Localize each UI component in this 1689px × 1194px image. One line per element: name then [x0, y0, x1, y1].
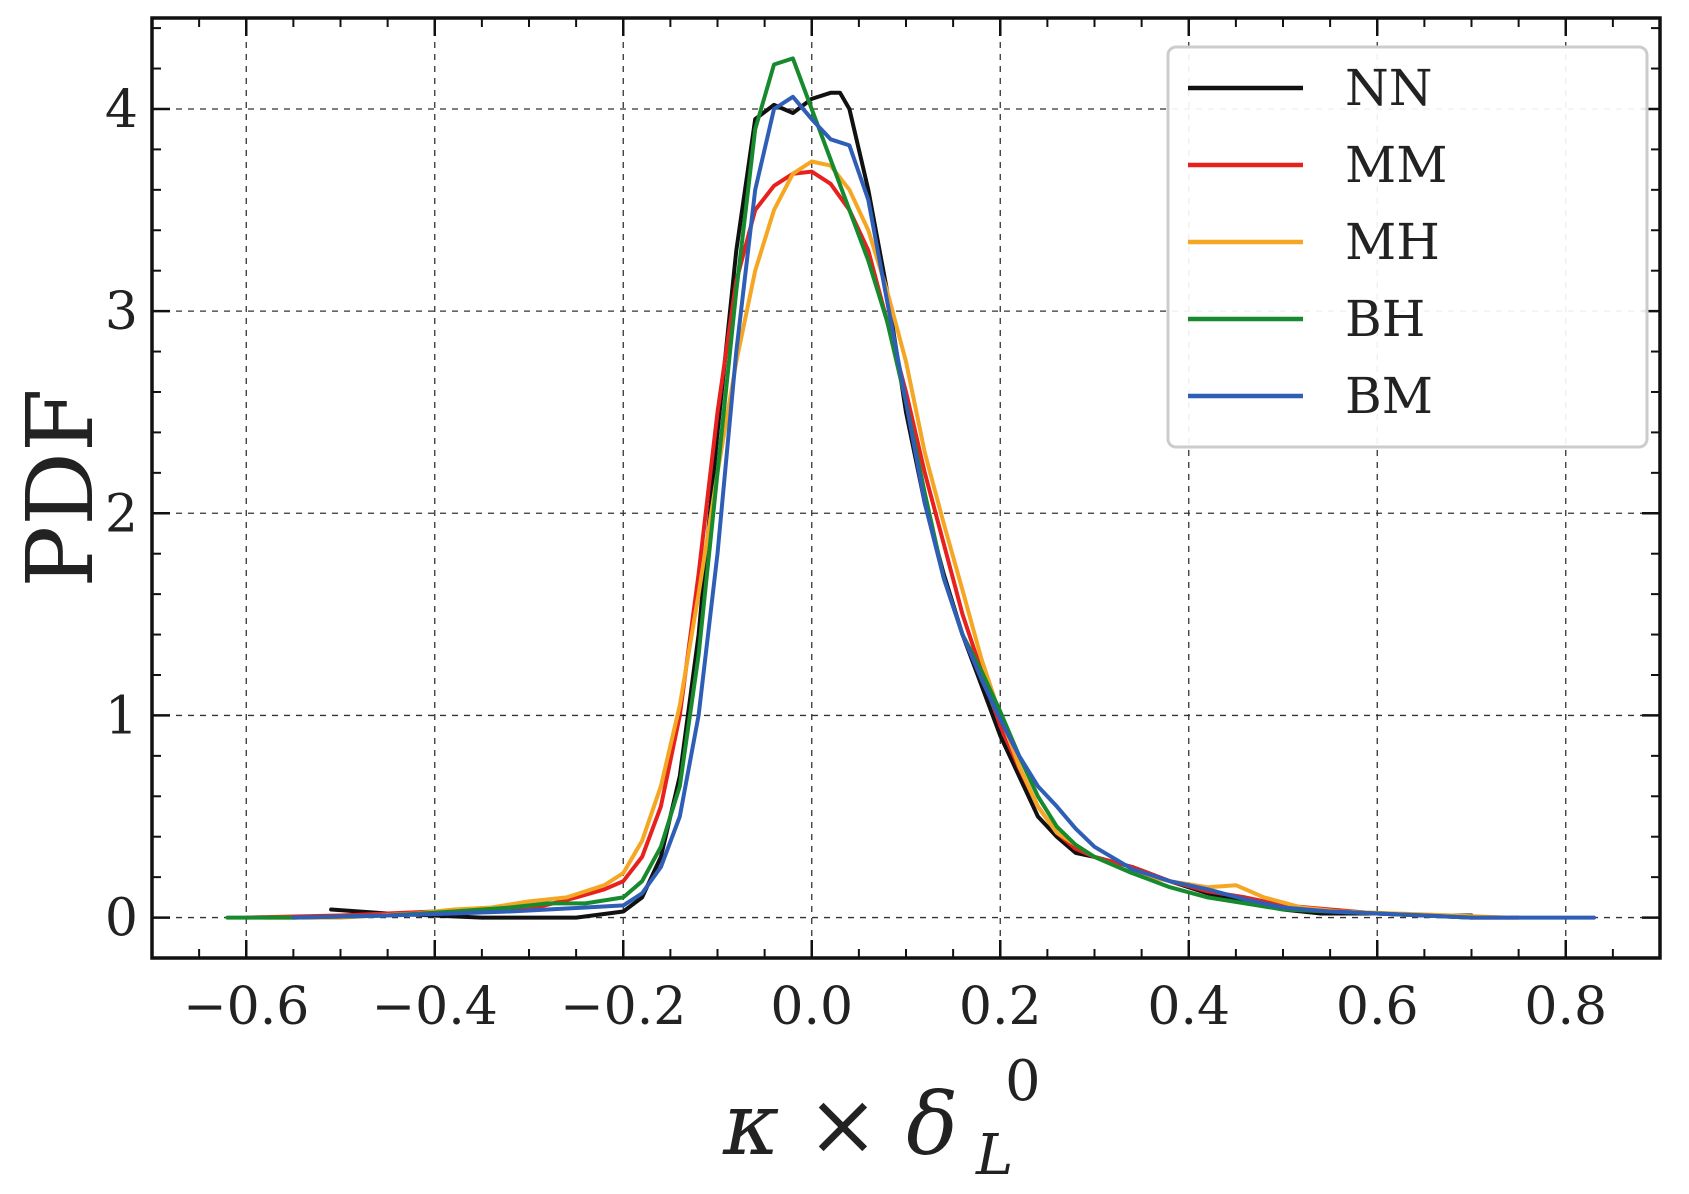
y-tick-label: 3 — [105, 282, 138, 342]
y-tick-label: 4 — [105, 80, 138, 140]
legend: NN MM MH BH BM — [1166, 45, 1649, 449]
x-axis-label-sup: 0 — [1005, 1049, 1041, 1114]
legend-label-mh: MH — [1345, 213, 1440, 271]
legend-items: NN MM MH BH BM — [1188, 59, 1447, 425]
x-tick-label: 0.0 — [770, 977, 853, 1037]
x-tick-label: 0.4 — [1147, 977, 1230, 1037]
x-axis-label-main: κ × δ — [722, 1075, 958, 1175]
y-tick-label: 2 — [105, 484, 138, 544]
x-axis-label: κ × δ 0 L — [722, 1049, 1041, 1188]
tick-labels: −0.6 −0.4 −0.2 0.0 0.2 0.4 0.6 0.8 0 1 2 3 4 — [105, 80, 1607, 1037]
x-tick-label: 0.8 — [1524, 977, 1607, 1037]
x-axis-label-sub: L — [975, 1123, 1013, 1188]
series-line-bh — [225, 56, 1474, 920]
legend-label-bh: BH — [1345, 290, 1425, 348]
legend-label-mm: MM — [1345, 136, 1447, 194]
x-tick-label: 0.6 — [1336, 977, 1419, 1037]
x-tick-label: −0.6 — [183, 977, 309, 1037]
legend-label-bm: BM — [1345, 367, 1433, 425]
series-line-bm — [291, 94, 1596, 920]
y-tick-label: 1 — [105, 686, 138, 746]
x-tick-label: 0.2 — [959, 977, 1042, 1037]
legend-box — [1166, 45, 1649, 449]
plot-frame — [150, 16, 1662, 960]
x-tick-label: −0.4 — [372, 977, 498, 1037]
legend-label-nn: NN — [1345, 59, 1433, 117]
y-tick-label: 0 — [105, 889, 138, 949]
y-axis-label: PDF — [7, 388, 114, 588]
x-tick-label: −0.2 — [560, 977, 686, 1037]
series-layer — [225, 56, 1596, 920]
